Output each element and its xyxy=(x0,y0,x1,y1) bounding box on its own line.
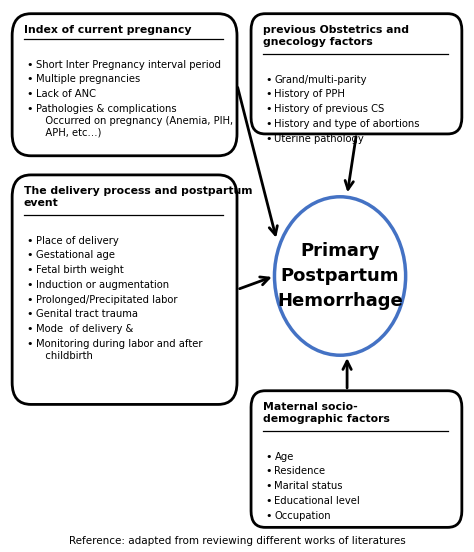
Text: Genital tract trauma: Genital tract trauma xyxy=(36,310,137,320)
Text: •: • xyxy=(265,496,272,506)
Text: Marital status: Marital status xyxy=(274,481,343,491)
Text: •: • xyxy=(26,310,33,320)
Text: Maternal socio-
demographic factors: Maternal socio- demographic factors xyxy=(263,402,390,424)
Text: Educational level: Educational level xyxy=(274,496,360,506)
Text: •: • xyxy=(26,89,33,99)
Text: Monitoring during labor and after
   childbirth: Monitoring during labor and after childb… xyxy=(36,339,202,361)
Text: •: • xyxy=(265,452,272,461)
Text: •: • xyxy=(265,134,272,144)
Text: •: • xyxy=(26,251,33,261)
Text: •: • xyxy=(26,324,33,335)
Text: Index of current pregnancy: Index of current pregnancy xyxy=(24,25,191,35)
Text: History of PPH: History of PPH xyxy=(274,89,346,99)
Text: •: • xyxy=(26,75,33,84)
Text: History of previous CS: History of previous CS xyxy=(274,104,385,114)
Text: Uterine pathology: Uterine pathology xyxy=(274,134,364,144)
Text: •: • xyxy=(265,119,272,129)
Text: The delivery process and postpartum
event: The delivery process and postpartum even… xyxy=(24,186,252,208)
Text: Reference: adapted from reviewing different works of literatures: Reference: adapted from reviewing differ… xyxy=(69,537,405,546)
Text: •: • xyxy=(26,236,33,246)
Text: Grand/multi-parity: Grand/multi-parity xyxy=(274,75,367,84)
Text: Mode  of delivery &: Mode of delivery & xyxy=(36,324,133,335)
Text: Short Inter Pregnancy interval period: Short Inter Pregnancy interval period xyxy=(36,60,220,70)
Text: •: • xyxy=(265,511,272,521)
Text: Induction or augmentation: Induction or augmentation xyxy=(36,280,169,290)
Text: •: • xyxy=(265,481,272,491)
Text: Age: Age xyxy=(274,452,294,461)
Text: Residence: Residence xyxy=(274,466,326,476)
Text: •: • xyxy=(26,60,33,70)
Text: Primary
Postpartum
Hemorrhage: Primary Postpartum Hemorrhage xyxy=(277,242,403,310)
Text: •: • xyxy=(26,280,33,290)
Text: Multiple pregnancies: Multiple pregnancies xyxy=(36,75,140,84)
Text: •: • xyxy=(26,104,33,114)
Text: •: • xyxy=(265,104,272,114)
Text: •: • xyxy=(26,295,33,305)
Text: History and type of abortions: History and type of abortions xyxy=(274,119,420,129)
Text: •: • xyxy=(265,466,272,476)
Text: Prolonged/Precipitated labor: Prolonged/Precipitated labor xyxy=(36,295,177,305)
Text: •: • xyxy=(26,265,33,275)
Text: Place of delivery: Place of delivery xyxy=(36,236,118,246)
Text: •: • xyxy=(265,89,272,99)
Text: Occupation: Occupation xyxy=(274,511,331,521)
Text: Fetal birth weight: Fetal birth weight xyxy=(36,265,123,275)
Text: Lack of ANC: Lack of ANC xyxy=(36,89,96,99)
FancyBboxPatch shape xyxy=(251,14,462,134)
Text: •: • xyxy=(265,75,272,84)
Ellipse shape xyxy=(274,197,406,355)
FancyBboxPatch shape xyxy=(12,14,237,156)
Text: Pathologies & complications
   Occurred on pregnancy (Anemia, PIH,
   APH, etc…): Pathologies & complications Occurred on … xyxy=(36,104,233,138)
Text: •: • xyxy=(26,339,33,349)
Text: Gestational age: Gestational age xyxy=(36,251,115,261)
FancyBboxPatch shape xyxy=(251,391,462,527)
Text: previous Obstetrics and
gnecology factors: previous Obstetrics and gnecology factor… xyxy=(263,25,409,46)
FancyBboxPatch shape xyxy=(12,175,237,405)
